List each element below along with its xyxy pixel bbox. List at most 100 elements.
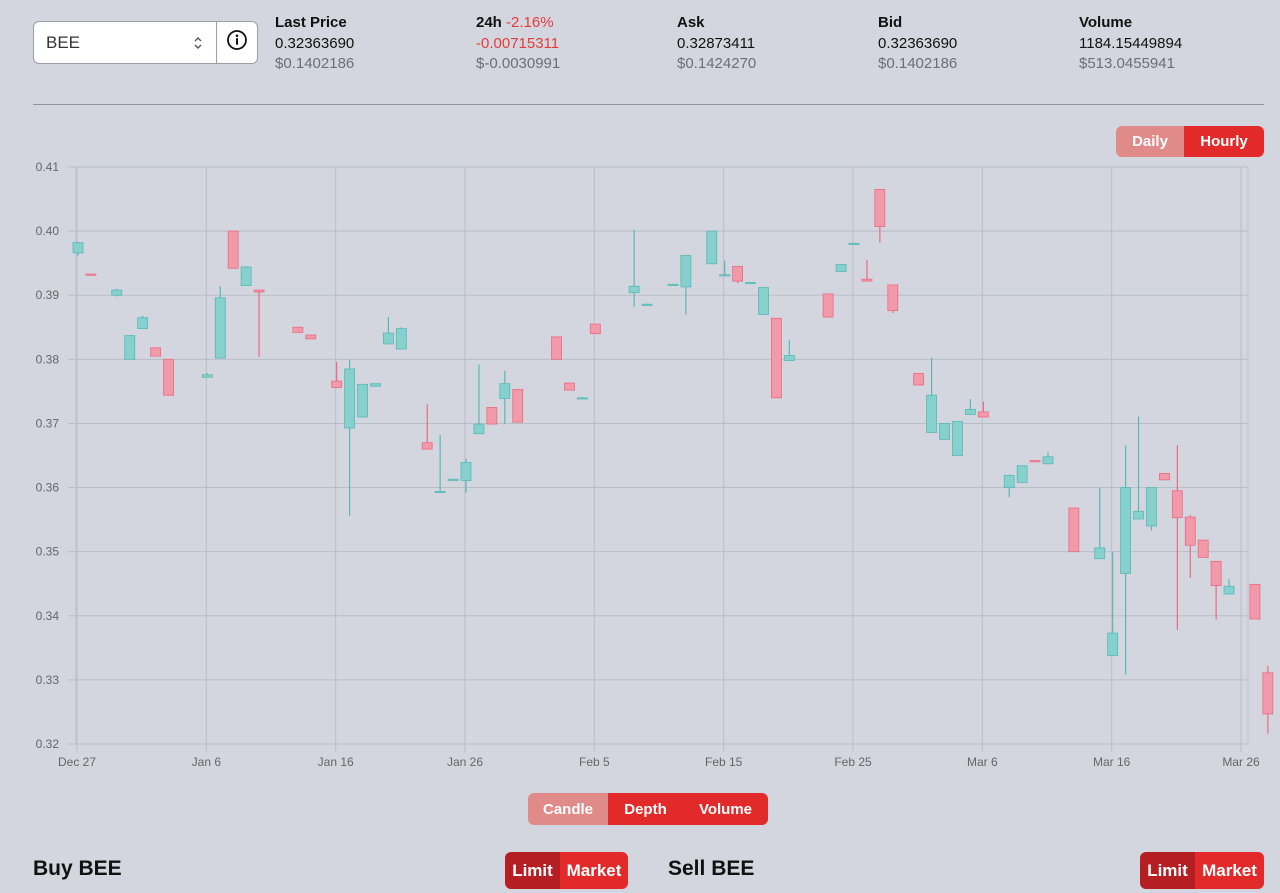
candle-body xyxy=(887,284,899,312)
candle-body xyxy=(732,265,743,282)
depth-view-button[interactable]: Depth xyxy=(608,793,683,825)
candle-body xyxy=(370,383,381,387)
y-tick-label: 0.32 xyxy=(36,737,60,751)
candle-body xyxy=(1159,473,1170,481)
stat-usd-value: $-0.0030991 xyxy=(476,55,561,72)
stat-value: 0.32363690 xyxy=(275,34,355,52)
candle-body xyxy=(1197,539,1209,558)
candle-body xyxy=(822,293,834,318)
x-tick-label: Jan 26 xyxy=(447,755,483,769)
candle-body xyxy=(395,328,407,350)
candle-body xyxy=(1068,507,1080,553)
candle-body xyxy=(874,189,886,228)
buy-limit-button[interactable]: Limit xyxy=(505,852,560,889)
candle-body xyxy=(163,358,174,396)
x-tick-label: Feb 5 xyxy=(579,755,610,769)
candle-body xyxy=(835,264,847,272)
candle-body xyxy=(150,347,162,357)
candle-body xyxy=(1016,465,1028,483)
candle-body xyxy=(551,336,562,360)
token-dropdown[interactable]: BEE xyxy=(34,22,216,63)
sell-heading: Sell BEE xyxy=(668,857,755,880)
stat-value: 0.32363690 xyxy=(878,34,958,52)
stat-usd-value: $513.0455941 xyxy=(1079,55,1175,72)
x-tick-label: Mar 26 xyxy=(1222,755,1260,769)
candle-body xyxy=(564,382,575,391)
stat-last-price: Last Price 0.32363690 $0.1402186 xyxy=(275,13,354,75)
stat-label: Ask xyxy=(677,14,705,31)
candle-body xyxy=(1184,516,1196,546)
y-tick-label: 0.41 xyxy=(36,160,60,174)
buy-market-button[interactable]: Market xyxy=(560,852,628,889)
token-selected-label: BEE xyxy=(46,32,81,52)
candle-body xyxy=(124,335,136,360)
stat-label: 24h xyxy=(476,14,502,31)
candle-body xyxy=(137,317,149,329)
candle-body xyxy=(357,383,368,418)
volume-view-button[interactable]: Volume xyxy=(683,793,768,825)
stat-label: Last Price xyxy=(275,14,347,31)
stat-usd-value: $0.1402186 xyxy=(275,55,355,72)
candle-body xyxy=(719,274,731,277)
candle-body xyxy=(240,266,252,287)
stat-24h-change: 24h -2.16% -0.00715311 $-0.0030991 xyxy=(476,13,560,75)
candle-body xyxy=(1223,585,1235,595)
y-tick-label: 0.34 xyxy=(36,609,60,623)
candle-body xyxy=(965,408,976,415)
candle-body xyxy=(861,278,873,282)
buy-order-type-toggle: Limit Market xyxy=(505,852,628,889)
candle-body xyxy=(706,230,718,265)
candle-body xyxy=(926,394,937,433)
stat-value: 1184.15449894 xyxy=(1079,34,1183,52)
candle-body xyxy=(344,368,356,429)
header-divider xyxy=(33,104,1264,105)
candle-body xyxy=(512,389,524,423)
stat-usd-value: $0.1424270 xyxy=(677,55,757,72)
candle-body xyxy=(331,380,343,388)
candle-body xyxy=(1107,632,1119,656)
x-tick-label: Mar 16 xyxy=(1093,755,1131,769)
y-tick-label: 0.35 xyxy=(36,545,60,559)
info-icon xyxy=(226,29,248,56)
candle-body xyxy=(447,478,459,481)
candle-body xyxy=(305,334,317,340)
change-percent: -2.16% xyxy=(506,14,554,31)
stat-bid: Bid 0.32363690 $0.1402186 xyxy=(878,13,957,75)
candle-body xyxy=(434,491,446,494)
candle-body xyxy=(382,332,394,345)
candle-body xyxy=(848,242,860,245)
y-tick-label: 0.36 xyxy=(36,481,60,495)
candle-body xyxy=(628,285,640,294)
candle-body xyxy=(1249,583,1261,620)
sell-market-button[interactable]: Market xyxy=(1195,852,1264,889)
sell-limit-button[interactable]: Limit xyxy=(1140,852,1195,889)
candle-body xyxy=(486,407,498,425)
candle-body xyxy=(1042,456,1054,465)
x-tick-label: Feb 25 xyxy=(834,755,872,769)
candlestick-chart[interactable]: 0.41 0.40 0.39 0.38 0.37 0.36 0.35 0.34 0.33 0.32… xyxy=(0,150,1280,780)
candle-body xyxy=(913,373,925,386)
candle-body xyxy=(421,442,433,450)
x-tick-label: Dec 27 xyxy=(58,755,96,769)
candle-body xyxy=(952,421,963,456)
hourly-button[interactable]: Hourly xyxy=(1184,126,1264,157)
stat-label: Bid xyxy=(878,14,903,31)
plot-frame xyxy=(75,166,1249,745)
chart-svg: 0.41 0.40 0.39 0.38 0.37 0.36 0.35 0.34 0.33 0.32… xyxy=(36,160,1274,769)
candle-body xyxy=(1210,560,1222,587)
candle-body xyxy=(253,289,265,293)
candle-body xyxy=(473,423,485,435)
token-selector[interactable]: BEE xyxy=(33,21,258,64)
candle-body xyxy=(292,326,304,333)
candle-body xyxy=(1120,487,1131,574)
stat-value: 0.32873411 xyxy=(677,34,756,52)
candle-body xyxy=(939,423,950,440)
info-button[interactable] xyxy=(216,22,257,63)
candle-body xyxy=(977,411,989,418)
view-toggle: Candle Depth Volume xyxy=(528,793,768,825)
candle-body xyxy=(460,462,472,481)
daily-button[interactable]: Daily xyxy=(1116,126,1184,157)
candle-body xyxy=(214,297,226,359)
y-tick-label: 0.37 xyxy=(36,416,60,430)
candle-view-button[interactable]: Candle xyxy=(528,793,608,825)
